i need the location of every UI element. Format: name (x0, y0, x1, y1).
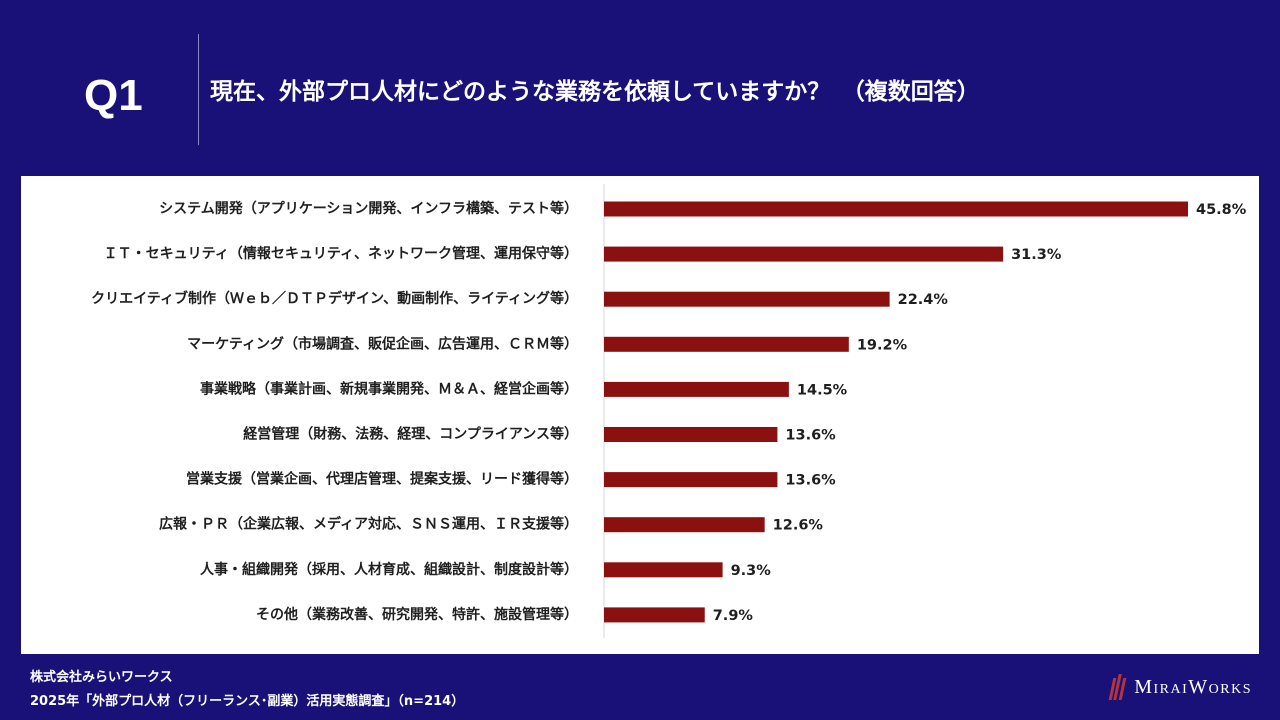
bar (604, 201, 1188, 217)
category-label: 経営管理（財務、法務、経理、コンプライアンス等） (243, 426, 578, 443)
value-label: 12.6% (773, 518, 824, 534)
category-label: その他（業務改善、研究開発、特許、施設管理等） (256, 606, 578, 623)
category-label: 営業支援（営業企画、代理店管理、提案支援、リード獲得等） (186, 471, 578, 488)
bar (604, 427, 778, 442)
chart-panel: システム開発（アプリケーション開発、インフラ構築、テスト等） 45.8% ＩＴ・セキ… (21, 176, 1259, 654)
brand-logo: MiraiWorks (1108, 674, 1252, 700)
value-label: 9.3% (731, 563, 772, 579)
category-label: クリエイティブ制作（Ｗｅｂ／ＤＴＰデザイン、動画制作、ライティング等） (91, 290, 578, 307)
bar (604, 517, 765, 533)
value-label: 7.9% (713, 608, 754, 624)
category-label: 広報・ＰＲ（企業広報、メディア対応、ＳＮＳ運用、ＩＲ支援等） (159, 516, 578, 533)
category-label: 事業戦略（事業計画、新規事業開発、Ｍ＆Ａ、経営企画等） (200, 380, 578, 397)
brand-name: MiraiWorks (1134, 675, 1252, 698)
bar (604, 336, 849, 352)
value-label: 22.4% (898, 292, 949, 308)
company-name: 株式会社みらいワークス (30, 670, 173, 685)
value-label: 13.6% (785, 428, 836, 444)
category-label: 人事・組織開発（採用、人材育成、組織設計、制度設計等） (200, 561, 578, 578)
bar (604, 562, 723, 578)
value-label: 45.8% (1196, 202, 1247, 218)
bar (604, 381, 789, 397)
value-label: 14.5% (797, 382, 848, 398)
question-number: Q1 (84, 71, 143, 120)
category-label: ＩＴ・セキュリティ（情報セキュリティ、ネットワーク管理、運用保守等） (104, 245, 578, 262)
value-label: 13.6% (785, 473, 836, 489)
bar (604, 291, 890, 307)
brand-mark-icon (1108, 674, 1127, 700)
bar (604, 246, 1004, 262)
category-label: システム開発（アプリケーション開発、インフラ構築、テスト等） (159, 200, 578, 217)
value-label: 19.2% (857, 337, 908, 353)
bar (604, 607, 705, 623)
bar-chart: システム開発（アプリケーション開発、インフラ構築、テスト等） 45.8% ＩＴ・セキ… (91, 184, 1247, 638)
bar (604, 472, 778, 488)
header-divider (198, 34, 199, 145)
category-label: マーケティング（市場調査、販促企画、広告運用、ＣＲＭ等） (187, 335, 578, 352)
question-title: 現在、外部プロ人材にどのような業務を依頼していますか？ （複数回答） (210, 79, 980, 105)
value-label: 31.3% (1011, 247, 1062, 263)
survey-source: 2025年「外部プロ人材（フリーランス･副業）活用実態調査」（n=214） (30, 694, 465, 709)
